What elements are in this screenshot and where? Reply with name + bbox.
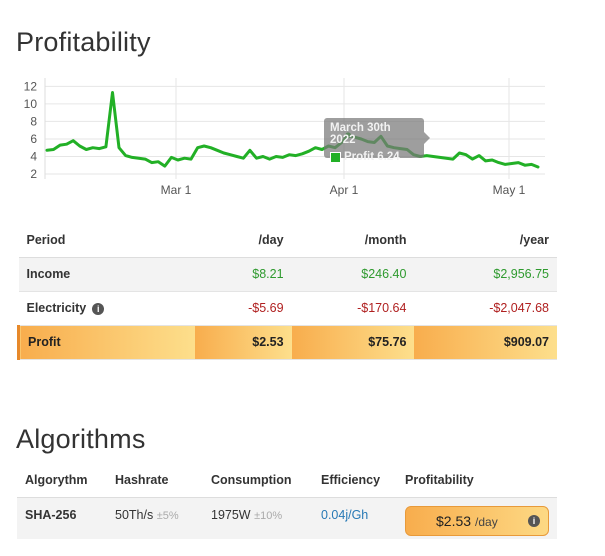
col-year: /year [414,223,557,258]
income-month: $246.40 [291,257,415,292]
algo-efficiency[interactable]: 0.04j/Gh [313,497,397,539]
profit-month: $75.76 [291,325,415,360]
tooltip-date: March 30th 2022 [330,122,391,146]
algorithms-table: Algorythm Hashrate Consumption Efficienc… [17,463,557,539]
profit-day: $2.53 [194,325,292,360]
col-algorythm: Algorythm [17,463,107,498]
algo-profit-pill[interactable]: $2.53/day i [405,505,549,536]
electricity-day: -$5.69 [194,291,292,326]
y-tick-label: 10 [24,97,38,111]
x-tick-label: May 1 [493,183,526,197]
series-swatch [330,151,341,163]
col-day: /day [194,223,292,258]
y-tick-label: 2 [30,167,37,181]
profit-row: Profit $2.53 $75.76 $909.07 [16,325,557,360]
table-header-row: Period /day /month /year [18,223,557,258]
y-tick-label: 12 [24,79,38,93]
profit-label: Profit [16,325,195,360]
income-day: $8.21 [194,257,292,292]
income-label: Income [18,257,195,292]
info-icon[interactable]: i [92,302,105,315]
chart-tooltip: March 30th 2022 Profit 6.24 [324,118,430,163]
x-tick-label: Mar 1 [161,183,192,197]
col-period: Period [18,223,195,258]
algo-consumption-tolerance: ±10% [254,509,283,522]
algo-consumption: 1975W [211,507,251,522]
col-consumption: Consumption [203,463,313,498]
algorithms-title: Algorithms [16,424,146,454]
tooltip-label: Profit [344,151,375,163]
electricity-cell: Electricity i [18,291,195,326]
algo-name: SHA-256 [17,497,107,539]
profitability-chart[interactable]: 2 4 6 8 10 12 Mar 1 Apr 1 May 1 [0,70,560,202]
col-profitability: Profitability [397,463,557,498]
algo-row: SHA-256 50Th/s ±5% 1975W ±10% 0.04j/Gh $… [17,497,557,539]
profit-series-line [45,91,540,169]
algo-consumption-cell: 1975W ±10% [203,497,313,539]
tooltip-arrow [424,132,430,144]
algo-profit-value-wrap: $2.53/day [436,513,498,529]
algo-profit-unit: /day [475,514,498,529]
info-icon[interactable]: i [528,514,540,527]
x-tick-label: Apr 1 [330,183,359,197]
tooltip-value: 6.24 [377,151,400,163]
y-tick-label: 6 [30,132,37,146]
electricity-month: -$170.64 [291,291,415,326]
electricity-row: Electricity i -$5.69 -$170.64 -$2,047.68 [18,291,557,326]
y-tick-label: 8 [30,114,37,128]
col-month: /month [291,223,415,258]
algo-profit-value: $2.53 [436,512,472,529]
col-efficiency: Efficiency [313,463,397,498]
profitability-table: Period /day /month /year Income $8.21 $2… [16,223,557,360]
electricity-year: -$2,047.68 [414,291,557,326]
profitability-title: Profitability [16,27,151,57]
algo-hashrate-cell: 50Th/s ±5% [107,497,203,539]
algo-hashrate-tolerance: ±5% [156,509,179,522]
income-row: Income $8.21 $246.40 $2,956.75 [18,257,557,292]
income-year: $2,956.75 [414,257,557,292]
profit-year: $909.07 [414,325,557,360]
col-hashrate: Hashrate [107,463,203,498]
algo-hashrate: 50Th/s [115,507,154,522]
electricity-label: Electricity [26,301,87,315]
algo-profit-cell: $2.53/day i [397,497,557,539]
y-tick-label: 4 [30,149,37,163]
algo-header-row: Algorythm Hashrate Consumption Efficienc… [17,463,557,498]
